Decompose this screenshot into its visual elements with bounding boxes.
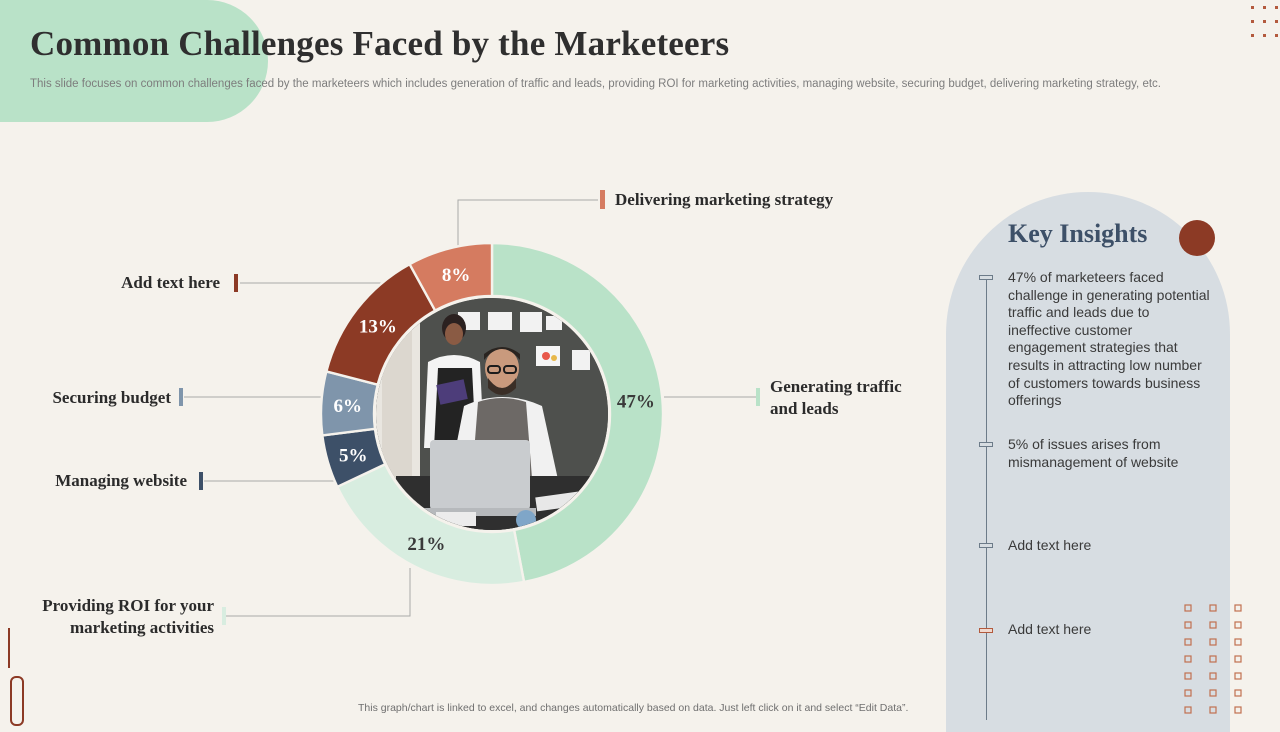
dot-grid-square [1209,621,1217,629]
dot-grid-square [1184,621,1192,629]
insight-item-4: Add text here [1008,621,1092,637]
accent-circle-icon [1179,220,1215,256]
dot-grid-square [1234,604,1242,612]
dot-grid-square [1209,604,1217,612]
leader-roi [226,568,411,617]
corner-line-decoration [8,628,10,668]
key-insights-title: Key Insights [1008,219,1148,248]
label-traffic-line2: and leads [770,399,839,418]
insight-item-1: 47% of marketeers faced challenge in gen… [1008,269,1210,409]
page-subtitle: This slide focuses on common challenges … [30,78,1161,90]
leader-strategy [457,199,598,246]
dot-grid-square [1234,655,1242,663]
label-traffic: Generating traffic and leads [770,376,902,420]
slice-label-website: 5% [339,445,368,466]
timeline-tick-2 [979,442,993,447]
dot-grid-square [1209,638,1217,646]
marker-traffic [756,388,760,406]
dot-grid-square [1184,638,1192,646]
dot-grid-square [1234,706,1242,714]
label-roi: Providing ROI for your marketing activit… [10,595,214,639]
corner-arch-decoration [10,676,24,726]
label-roi-line2: marketing activities [70,618,214,637]
dot-grid-square [1184,706,1192,714]
slice-label-traffic: 47% [617,391,655,412]
dot-grid-square [1209,689,1217,697]
page-title: Common Challenges Faced by the Marketeer… [30,24,730,63]
marker-strategy [600,190,605,209]
dot-grid-square [1184,672,1192,680]
dot-grid-square [1184,604,1192,612]
timeline-tick-1 [979,275,993,280]
footnote: This graph/chart is linked to excel, and… [358,702,909,714]
dot-grid-top-icon [1251,6,1278,37]
office-people-photo [376,298,608,530]
slice-label-addtext: 13% [359,316,397,337]
dot-grid-square [1209,655,1217,663]
header-blob [0,0,268,122]
label-strategy: Delivering marketing strategy [615,190,834,209]
timeline-tick-3 [979,543,993,548]
insight-item-2: 5% of issues arises from mismanagement o… [1008,436,1179,470]
marker-roi [222,607,226,625]
label-budget: Securing budget [52,388,171,407]
slice-label-budget: 6% [334,396,363,417]
dot-grid-square [1184,689,1192,697]
marker-addtext [234,274,238,292]
slice-label-strategy: 8% [442,265,471,286]
marker-website [199,472,203,490]
donut-slice-strategy [407,241,494,313]
slice-label-roi: 21% [407,534,445,555]
label-addtext: Add text here [121,273,220,292]
key-insights-panel [946,192,1230,732]
marker-budget [179,388,183,406]
dot-grid-square [1234,689,1242,697]
dot-grid-square [1209,706,1217,714]
dot-grid-square [1184,655,1192,663]
dot-grid-square [1234,638,1242,646]
timeline-tick-4 [979,628,993,633]
dot-grid-square [1234,672,1242,680]
dot-grid-square [1209,672,1217,680]
label-roi-line1: Providing ROI for your [42,596,214,615]
dot-grid-bottom-icon [1184,604,1242,714]
label-website: Managing website [55,471,187,490]
label-traffic-line1: Generating traffic [770,377,902,396]
dot-grid-square [1234,621,1242,629]
donut-slice-traffic [490,241,665,584]
insight-item-3: Add text here [1008,537,1092,553]
insights-timeline [986,276,987,720]
